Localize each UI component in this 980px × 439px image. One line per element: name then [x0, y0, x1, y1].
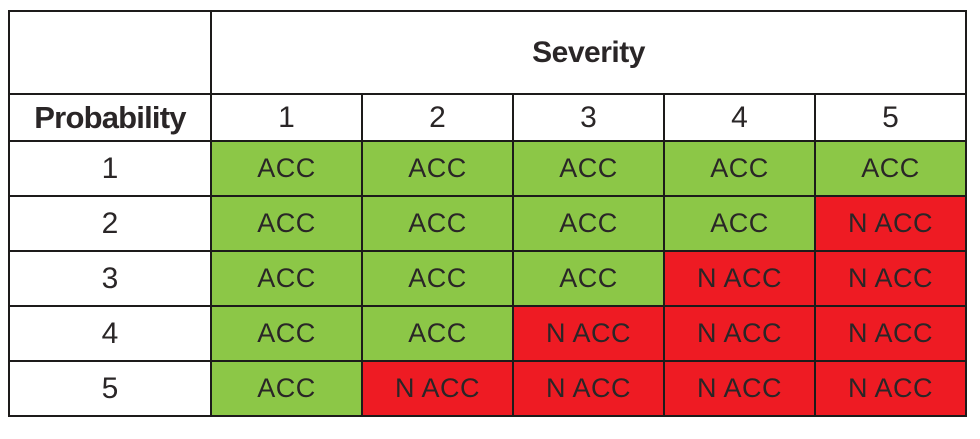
risk-cell-p1-s2: ACC [361, 140, 514, 197]
matrix-row-2: 2 ACC ACC ACC ACC N ACC [8, 195, 967, 252]
risk-cell-p3-s2: ACC [361, 250, 514, 307]
risk-cell-p3-s1: ACC [210, 250, 363, 307]
probability-level-2: 2 [8, 195, 212, 252]
empty-corner-cell [8, 10, 212, 95]
risk-cell-p4-s3: N ACC [512, 305, 665, 362]
severity-level-1: 1 [210, 93, 363, 142]
matrix-row-5: 5 ACC N ACC N ACC N ACC N ACC [8, 360, 967, 417]
probability-level-5: 5 [8, 360, 212, 417]
risk-cell-p5-s4: N ACC [663, 360, 816, 417]
probability-level-3: 3 [8, 250, 212, 307]
risk-cell-p5-s2: N ACC [361, 360, 514, 417]
risk-cell-p1-s1: ACC [210, 140, 363, 197]
risk-cell-p5-s1: ACC [210, 360, 363, 417]
risk-cell-p3-s4: N ACC [663, 250, 816, 307]
risk-cell-p4-s2: ACC [361, 305, 514, 362]
risk-cell-p3-s3: ACC [512, 250, 665, 307]
risk-cell-p2-s1: ACC [210, 195, 363, 252]
severity-level-2: 2 [361, 93, 514, 142]
severity-axis-label: Severity [210, 10, 967, 95]
risk-cell-p5-s3: N ACC [512, 360, 665, 417]
probability-level-1: 1 [8, 140, 212, 197]
risk-cell-p2-s5: N ACC [814, 195, 967, 252]
severity-level-3: 3 [512, 93, 665, 142]
matrix-row-3: 3 ACC ACC ACC N ACC N ACC [8, 250, 967, 307]
risk-cell-p3-s5: N ACC [814, 250, 967, 307]
severity-header-row: Severity [8, 10, 967, 95]
risk-cell-p2-s2: ACC [361, 195, 514, 252]
risk-cell-p4-s4: N ACC [663, 305, 816, 362]
matrix-row-4: 4 ACC ACC N ACC N ACC N ACC [8, 305, 967, 362]
risk-cell-p1-s5: ACC [814, 140, 967, 197]
risk-cell-p1-s3: ACC [512, 140, 665, 197]
matrix-row-1: 1 ACC ACC ACC ACC ACC [8, 140, 967, 197]
severity-level-5: 5 [814, 93, 967, 142]
risk-cell-p2-s4: ACC [663, 195, 816, 252]
risk-cell-p1-s4: ACC [663, 140, 816, 197]
severity-levels-row: Probability 1 2 3 4 5 [8, 93, 967, 142]
risk-cell-p2-s3: ACC [512, 195, 665, 252]
risk-matrix-table: Severity Probability 1 2 3 4 5 1 ACC ACC… [8, 10, 967, 417]
risk-cell-p4-s1: ACC [210, 305, 363, 362]
risk-cell-p5-s5: N ACC [814, 360, 967, 417]
probability-axis-label: Probability [8, 93, 212, 142]
probability-level-4: 4 [8, 305, 212, 362]
risk-cell-p4-s5: N ACC [814, 305, 967, 362]
severity-level-4: 4 [663, 93, 816, 142]
